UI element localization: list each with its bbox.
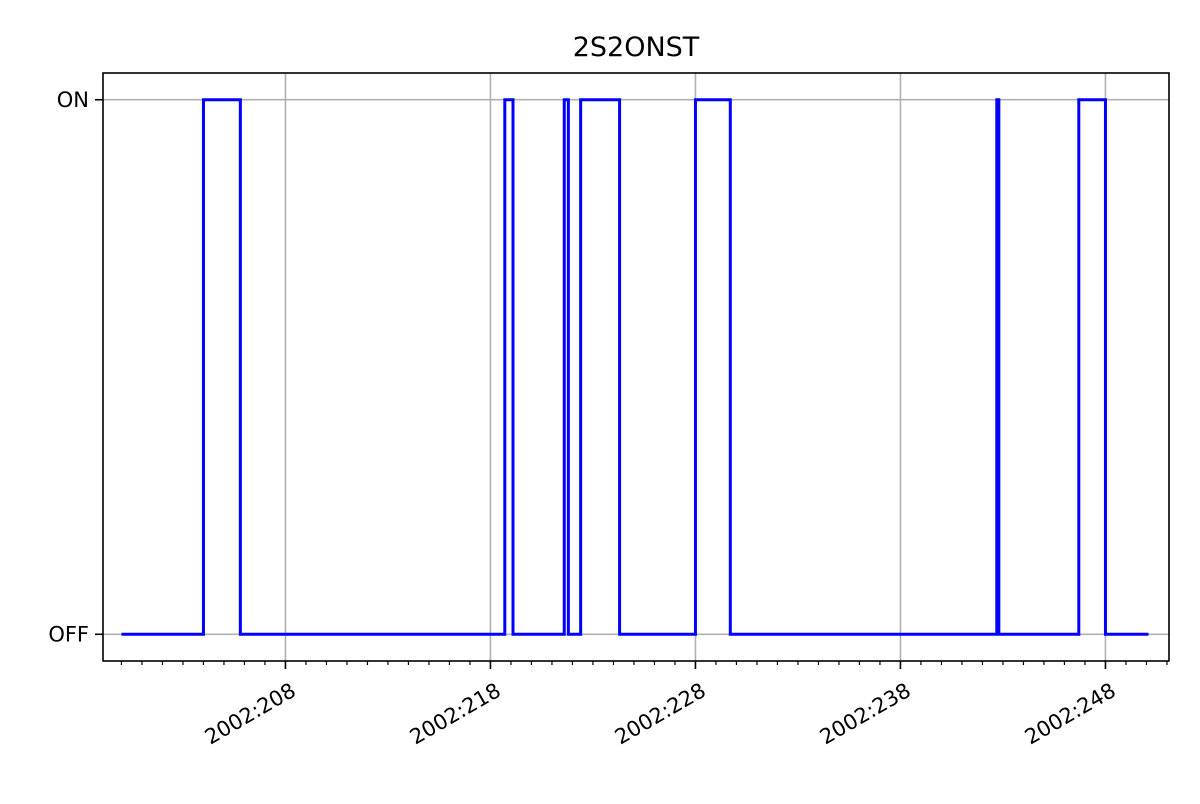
x-tick-label: 2002:228 [611,678,710,749]
y-tick-label: OFF [48,623,89,647]
y-tick-label: ON [57,88,89,112]
axes-frame [102,72,1170,662]
x-tick-label: 2002:248 [1021,678,1120,749]
data-layer [121,98,1149,636]
series-line [121,98,1149,636]
x-tick-label: 2002:218 [406,678,505,749]
chart-title: 2S2ONST [573,32,700,63]
x-tick-label: 2002:208 [201,678,300,749]
x-tick-label: 2002:238 [816,678,915,749]
grid-layer [103,73,1169,661]
